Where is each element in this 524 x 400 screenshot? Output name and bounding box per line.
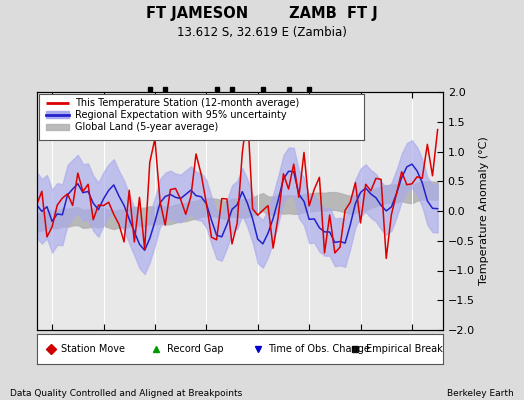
Text: Station Move: Station Move xyxy=(61,344,125,354)
Text: This Temperature Station (12-month average): This Temperature Station (12-month avera… xyxy=(75,98,299,108)
Text: Berkeley Earth: Berkeley Earth xyxy=(447,389,514,398)
Text: FT JAMESON        ZAMB  FT J: FT JAMESON ZAMB FT J xyxy=(146,6,378,21)
Y-axis label: Temperature Anomaly (°C): Temperature Anomaly (°C) xyxy=(479,137,489,285)
Text: Time of Obs. Change: Time of Obs. Change xyxy=(268,344,370,354)
Text: Data Quality Controlled and Aligned at Breakpoints: Data Quality Controlled and Aligned at B… xyxy=(10,389,243,398)
Text: Record Gap: Record Gap xyxy=(167,344,223,354)
Text: Regional Expectation with 95% uncertainty: Regional Expectation with 95% uncertaint… xyxy=(75,110,287,120)
Text: Global Land (5-year average): Global Land (5-year average) xyxy=(75,122,219,132)
Text: Empirical Break: Empirical Break xyxy=(366,344,442,354)
Text: 13.612 S, 32.619 E (Zambia): 13.612 S, 32.619 E (Zambia) xyxy=(177,26,347,39)
